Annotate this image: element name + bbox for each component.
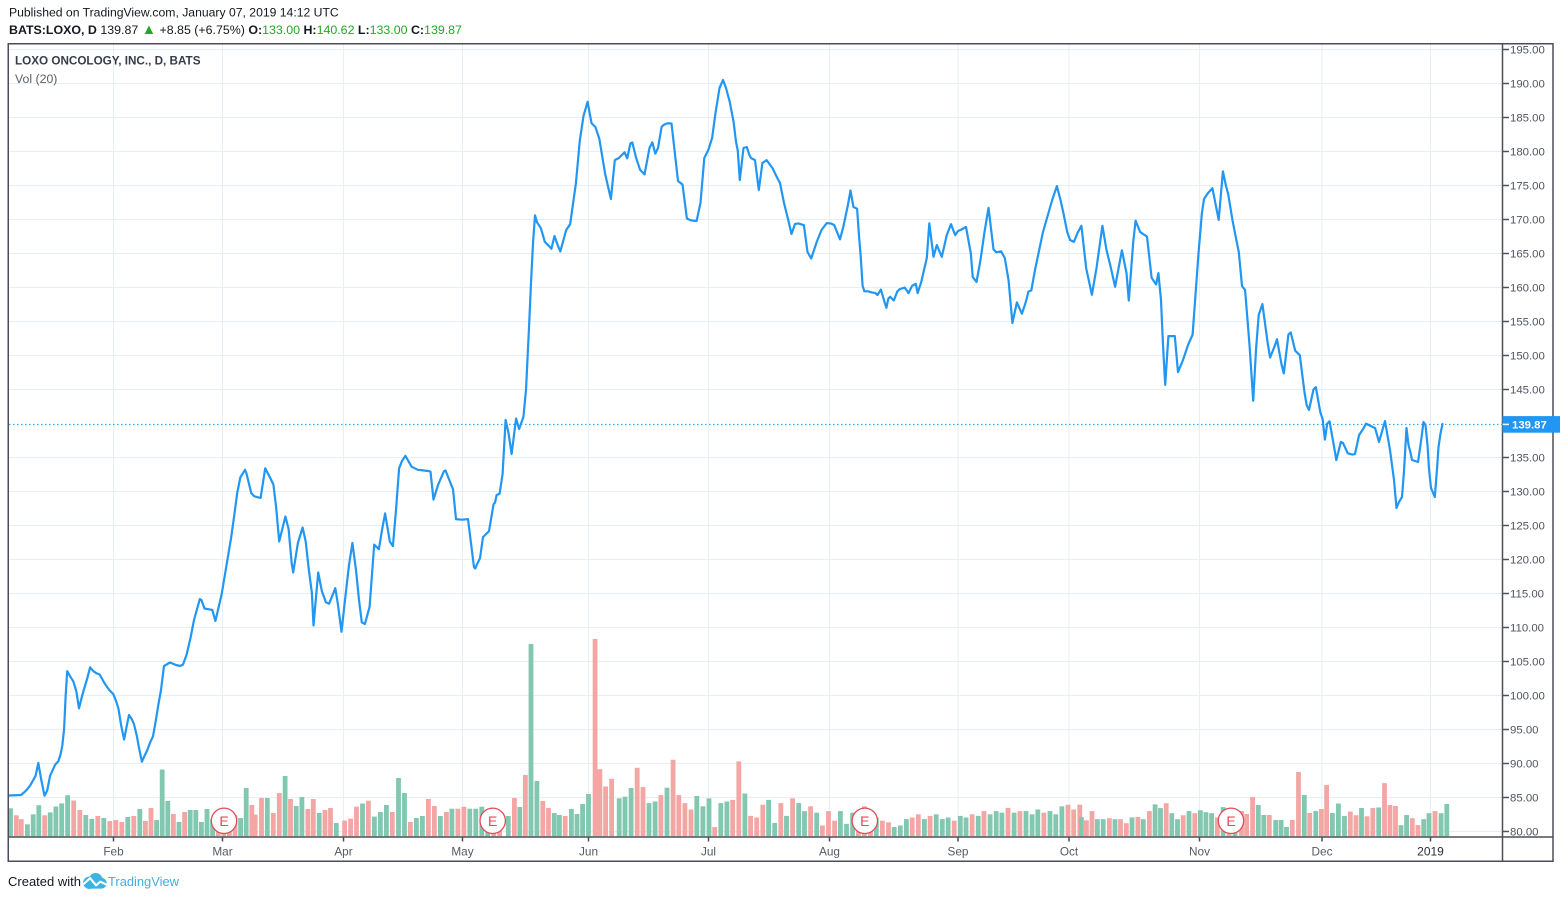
svg-text:2019: 2019 [1417, 845, 1444, 859]
svg-text:E: E [1226, 813, 1235, 829]
svg-text:130.00: 130.00 [1510, 487, 1545, 499]
svg-text:E: E [219, 813, 228, 829]
svg-text:Jul: Jul [701, 845, 716, 859]
svg-text:Aug: Aug [819, 845, 840, 859]
svg-text:Oct: Oct [1060, 845, 1079, 859]
svg-text:E: E [488, 813, 497, 829]
svg-text:BATS:LOXO, D 139.87 ▲ +8.85 (: BATS:LOXO, D 139.87 ▲ +8.85 (+6.75%) O:1… [9, 22, 462, 38]
svg-text:Published on TradingView.com,: Published on TradingView.com, January 07… [9, 6, 339, 20]
svg-text:120.00: 120.00 [1510, 555, 1545, 567]
svg-text:175.00: 175.00 [1510, 181, 1545, 193]
svg-text:100.00: 100.00 [1510, 691, 1545, 703]
svg-text:170.00: 170.00 [1510, 215, 1545, 227]
svg-text:115.00: 115.00 [1510, 589, 1544, 601]
svg-text:135.00: 135.00 [1510, 453, 1545, 465]
svg-text:Jun: Jun [579, 845, 598, 859]
svg-text:125.00: 125.00 [1510, 521, 1545, 533]
svg-text:Feb: Feb [103, 845, 124, 859]
svg-text:185.00: 185.00 [1510, 113, 1545, 125]
svg-text:Mar: Mar [212, 845, 232, 859]
svg-text:145.00: 145.00 [1510, 385, 1545, 397]
svg-text:160.00: 160.00 [1510, 283, 1545, 295]
svg-text:E: E [860, 813, 869, 829]
svg-text:LOXO ONCOLOGY, INC., D, BATS: LOXO ONCOLOGY, INC., D, BATS [15, 55, 201, 68]
svg-text:May: May [451, 845, 473, 859]
svg-text:105.00: 105.00 [1510, 657, 1545, 669]
svg-text:80.00: 80.00 [1510, 827, 1539, 839]
svg-text:150.00: 150.00 [1510, 351, 1545, 363]
svg-text:TradingView: TradingView [108, 874, 180, 889]
svg-text:Vol (20): Vol (20) [15, 72, 57, 86]
svg-text:Apr: Apr [334, 845, 352, 859]
svg-text:155.00: 155.00 [1510, 317, 1545, 329]
svg-text:Nov: Nov [1189, 845, 1210, 859]
svg-text:Created with: Created with [8, 874, 81, 889]
svg-text:85.00: 85.00 [1510, 793, 1539, 805]
svg-text:90.00: 90.00 [1510, 759, 1539, 771]
svg-text:180.00: 180.00 [1510, 147, 1545, 159]
svg-text:195.00: 195.00 [1510, 45, 1545, 57]
svg-text:Dec: Dec [1312, 845, 1333, 859]
svg-text:110.00: 110.00 [1510, 623, 1544, 635]
svg-text:165.00: 165.00 [1510, 249, 1545, 261]
svg-text:139.87: 139.87 [1512, 420, 1547, 432]
svg-text:190.00: 190.00 [1510, 79, 1545, 91]
svg-text:Sep: Sep [948, 845, 969, 859]
svg-text:95.00: 95.00 [1510, 725, 1539, 737]
